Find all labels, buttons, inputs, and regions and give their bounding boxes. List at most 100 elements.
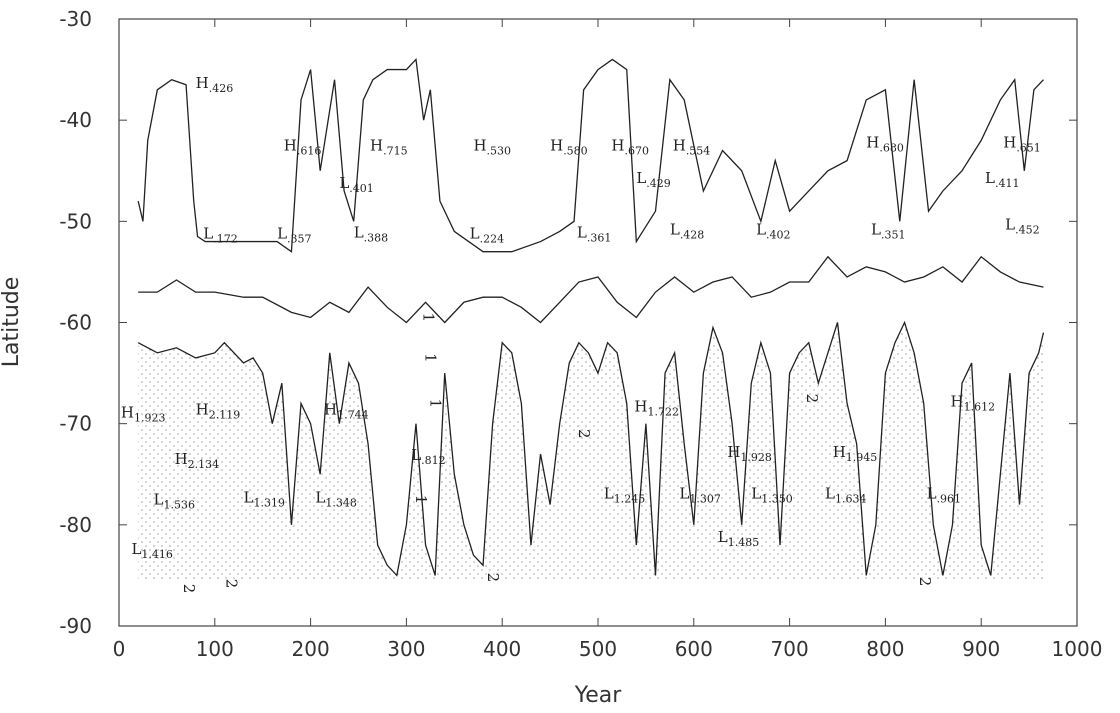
annotation-label: H2.119 bbox=[196, 401, 241, 422]
annotation-main: H bbox=[175, 450, 188, 468]
contour-label-layer: 1 1 1 1 2 2 2 2 2 2 bbox=[180, 313, 934, 594]
contour-label: 2 bbox=[222, 579, 240, 589]
annotation-sub: .715 bbox=[383, 145, 408, 158]
annotation-main: L bbox=[577, 224, 587, 242]
annotation-sub: .361 bbox=[587, 232, 612, 245]
annotation-main: L bbox=[339, 174, 349, 192]
annotation-main: L bbox=[636, 169, 646, 187]
annotation-sub: .428 bbox=[680, 228, 705, 241]
annotation-sub: 1.634 bbox=[835, 493, 867, 506]
annotation-sub: 2.119 bbox=[209, 409, 241, 422]
annotation-main: L bbox=[354, 224, 364, 242]
contour-label: 2 bbox=[575, 429, 593, 439]
y-tick-label: -90 bbox=[59, 614, 92, 638]
annotation-label: L1.536 bbox=[153, 491, 194, 512]
x-axis-title: Year bbox=[574, 683, 623, 708]
annotation-label: H1.923 bbox=[121, 404, 166, 425]
annotation-main: L bbox=[604, 485, 614, 503]
x-tick-label: 200 bbox=[292, 637, 330, 661]
y-tick-label: -80 bbox=[59, 513, 92, 537]
annotation-main: H bbox=[196, 401, 209, 419]
annotation-label: L.351 bbox=[871, 220, 905, 241]
annotation-main: L bbox=[871, 220, 881, 238]
annotation-label: L.361 bbox=[577, 224, 611, 245]
annotation-sub: .680 bbox=[879, 141, 904, 154]
x-tick-label: 600 bbox=[675, 637, 713, 661]
series-line-middle bbox=[138, 255, 1044, 324]
annotation-main: L bbox=[927, 485, 937, 503]
annotation-main: L bbox=[985, 169, 995, 187]
annotation-sub: .172 bbox=[213, 233, 238, 246]
annotation-sub: 1.928 bbox=[740, 451, 772, 464]
annotation-label: H1.722 bbox=[634, 398, 679, 419]
annotation-main: L bbox=[411, 446, 421, 464]
y-tick-label: -70 bbox=[59, 412, 92, 436]
annotation-main: H bbox=[673, 137, 686, 155]
annotation-main: L bbox=[131, 540, 141, 558]
annotation-main: L bbox=[470, 225, 480, 243]
x-tick-label: 400 bbox=[483, 637, 521, 661]
annotation-label: L1.307 bbox=[679, 485, 720, 506]
x-tick-label: 500 bbox=[579, 637, 617, 661]
annotation-label: H.651 bbox=[1003, 133, 1041, 154]
y-tick-label: -60 bbox=[59, 311, 92, 335]
annotation-label: H.580 bbox=[550, 137, 588, 158]
annotation-sub: 1.923 bbox=[134, 412, 166, 425]
annotation-sub: 2.134 bbox=[188, 458, 220, 471]
y-axis-ticks: -30 -40 -50 -60 -70 -80 -90 bbox=[59, 7, 1077, 638]
annotation-label: H1.945 bbox=[833, 443, 878, 464]
annotation-sub: 1.245 bbox=[614, 493, 646, 506]
y-axis-title: Latitude bbox=[0, 277, 24, 368]
annotation-sub: .402 bbox=[766, 228, 791, 241]
annotation-sub: .812 bbox=[421, 454, 446, 467]
annotation-main: L bbox=[670, 220, 680, 238]
annotation-main: L bbox=[315, 489, 325, 507]
annotation-sub: .426 bbox=[209, 82, 234, 95]
annotation-sub: .530 bbox=[487, 145, 512, 158]
stipple-shading bbox=[138, 322, 1044, 581]
annotation-label: H1.612 bbox=[951, 392, 996, 413]
annotation-label: H2.134 bbox=[175, 450, 220, 471]
annotation-sub: .388 bbox=[364, 232, 389, 245]
annotation-main: H bbox=[473, 137, 486, 155]
annotation-sub: .452 bbox=[1015, 223, 1040, 236]
annotation-main: L bbox=[203, 225, 213, 243]
annotation-label: H.670 bbox=[611, 137, 649, 158]
annotation-sub: .961 bbox=[937, 493, 962, 506]
annotation-sub: .224 bbox=[480, 233, 505, 246]
annotation-main: L bbox=[756, 220, 766, 238]
annotation-label: L.402 bbox=[756, 220, 790, 241]
annotation-sub: .411 bbox=[995, 177, 1020, 190]
annotation-sub: 1.612 bbox=[964, 400, 996, 413]
contour-label: 1 bbox=[412, 495, 430, 505]
annotation-sub: .357 bbox=[287, 233, 312, 246]
annotation-label: H.426 bbox=[196, 74, 234, 95]
x-tick-label: 900 bbox=[962, 637, 1000, 661]
annotation-sub: 1.350 bbox=[761, 493, 793, 506]
annotation-sub: .616 bbox=[297, 145, 322, 158]
annotation-label: L.357 bbox=[277, 225, 311, 246]
x-tick-label: 0 bbox=[113, 637, 126, 661]
annotation-label: L.452 bbox=[1005, 215, 1039, 236]
y-tick-label: -30 bbox=[59, 7, 92, 31]
annotation-sub: 1.348 bbox=[325, 497, 357, 510]
annotation-sub: 1.744 bbox=[337, 409, 369, 422]
contour-label: 2 bbox=[484, 573, 502, 583]
annotation-label: H.680 bbox=[866, 133, 904, 154]
annotation-main: L bbox=[1005, 215, 1015, 233]
annotation-main: L bbox=[277, 225, 287, 243]
annotation-label: H.616 bbox=[284, 137, 322, 158]
x-axis-ticks: 0 100 200 300 400 500 600 700 800 900 1000 bbox=[113, 19, 1102, 661]
annotation-sub: 1.722 bbox=[647, 406, 679, 419]
annotation-label: L.172 bbox=[203, 225, 237, 246]
annotation-main: H bbox=[634, 398, 647, 416]
annotation-label: L1.348 bbox=[315, 489, 356, 510]
annotation-sub: 1.945 bbox=[846, 451, 878, 464]
annotation-main: H bbox=[611, 137, 624, 155]
annotation-main: H bbox=[121, 404, 134, 422]
annotation-main: H bbox=[370, 137, 383, 155]
annotation-label: H.530 bbox=[473, 137, 511, 158]
annotation-main: H bbox=[550, 137, 563, 155]
annotation-label: L1.485 bbox=[718, 528, 759, 549]
